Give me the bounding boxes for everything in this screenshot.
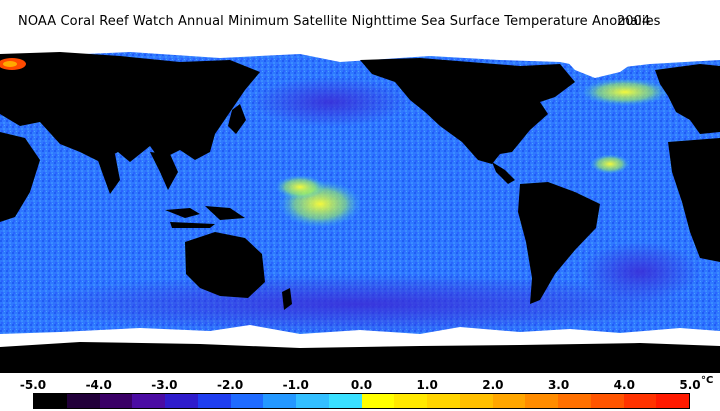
legend-swatch (656, 394, 689, 408)
legend-tick-label: -1.0 (282, 378, 309, 392)
legend-tick-label: -2.0 (216, 378, 244, 392)
arctic-ice (0, 42, 720, 70)
warm-anomaly-atlantic (590, 154, 630, 174)
legend-swatch (165, 394, 198, 408)
legend-swatch (197, 394, 231, 408)
legend-tick-label: 5.0 (679, 378, 701, 392)
legend-swatch (525, 394, 558, 408)
europe-landmass (655, 64, 720, 134)
cool-anomaly-north-pacific (250, 77, 410, 127)
legend-tick-label: -5.0 (19, 378, 47, 392)
legend-swatch (230, 394, 264, 408)
title-bar: NOAA Coral Reef Watch Annual Minimum Sat… (0, 0, 720, 42)
warm-anomaly-north-atlantic (580, 78, 670, 106)
legend-swatch (361, 394, 395, 408)
india-landmass (95, 152, 120, 194)
hot-anomaly-arctic-core (3, 61, 17, 67)
cool-anomaly-south-atlantic (580, 242, 700, 302)
south-america-landmass (518, 182, 600, 304)
cool-anomaly-southern-ocean (20, 274, 700, 334)
map-title: NOAA Coral Reef Watch Annual Minimum Sat… (18, 14, 661, 29)
legend-unit: °C (701, 375, 714, 386)
antarctica-land (0, 342, 720, 373)
map-year: 2004 (617, 14, 651, 29)
warm-anomaly-central-pacific (275, 175, 325, 199)
legend-swatch (263, 394, 296, 408)
legend-swatch (34, 394, 67, 408)
legend-swatch (492, 394, 526, 408)
legend-swatch (394, 394, 427, 408)
australia-landmass (185, 232, 265, 298)
africa-west-landmass (668, 138, 720, 262)
legend-swatch (132, 394, 165, 408)
africa-east-edge (0, 132, 40, 222)
southeast-asia-landmass (150, 152, 178, 190)
japan-landmass (228, 104, 246, 134)
legend-tick-label: 2.0 (482, 378, 504, 392)
north-america-landmass (360, 58, 575, 164)
legend-tick-label: -3.0 (151, 378, 178, 392)
central-america-landmass (492, 162, 515, 184)
legend-swatch (99, 394, 133, 408)
indonesia-islands (165, 206, 245, 228)
legend-tick-label: 0.0 (350, 378, 373, 392)
legend-swatch (623, 394, 657, 408)
legend-swatch (296, 394, 329, 408)
color-legend: -5.0 -4.0 -3.0 -2.0 -1.0 0.0 1.0 2.0 3.0 4.0 5.0 °… (0, 373, 720, 411)
new-zealand-landmass (282, 288, 292, 310)
legend-swatch (590, 394, 624, 408)
legend-swatch (558, 394, 591, 408)
legend-color-bar (33, 393, 690, 409)
sst-anomaly-map (0, 42, 720, 373)
greenland-landmass (560, 52, 640, 78)
legend-swatch (459, 394, 493, 408)
legend-tick-label: -4.0 (85, 378, 112, 392)
legend-swatch (328, 394, 362, 408)
legend-tick-label: 4.0 (613, 378, 635, 392)
legend-tick-label: 3.0 (547, 378, 570, 392)
legend-swatch (66, 394, 100, 408)
legend-swatch (427, 394, 460, 408)
eurasia-west-landmass (0, 52, 260, 162)
legend-tick-label: 1.0 (416, 378, 438, 392)
